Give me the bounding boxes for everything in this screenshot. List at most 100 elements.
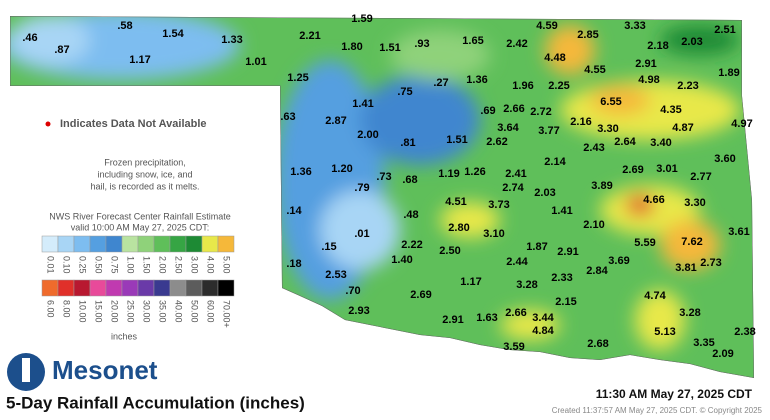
legend-swatch (105, 235, 123, 253)
station-value: .70 (345, 285, 360, 297)
station-value: 2.77 (690, 171, 711, 183)
station-value: 2.64 (614, 136, 636, 148)
station-value: 2.93 (348, 305, 369, 317)
legend-label: 30.00 (142, 300, 152, 323)
legend-label: 0.10 (62, 256, 72, 274)
station-value: 1.51 (379, 42, 400, 54)
station-value: 2.03 (681, 36, 702, 48)
station-value: 2.18 (647, 40, 668, 52)
station-value: 2.68 (587, 338, 608, 350)
station-value: 2.85 (577, 29, 598, 41)
legend-swatch (89, 279, 107, 297)
station-value: 1.01 (245, 56, 266, 68)
legend-swatch (185, 279, 203, 297)
legend-label: 35.00 (158, 300, 168, 323)
station-value: 2.53 (325, 269, 346, 281)
legend-label: 25.00 (126, 300, 136, 323)
legend-label: 0.01 (46, 256, 56, 274)
legend-label: 5.00 (222, 256, 232, 274)
station-value: 2.91 (635, 58, 656, 70)
brand-name: Mesonet (52, 355, 158, 385)
station-value: 1.36 (466, 74, 487, 86)
legend-swatch (137, 279, 155, 297)
legend-label: 70.00+ (222, 300, 232, 328)
station-value: 1.17 (460, 276, 481, 288)
station-value: 1.26 (464, 166, 485, 178)
legend-swatch (185, 235, 203, 253)
station-value: 1.17 (129, 54, 150, 66)
station-value: 3.10 (483, 228, 504, 240)
station-value: 1.25 (287, 72, 308, 84)
station-value: 4.48 (544, 52, 565, 64)
station-value: 4.74 (644, 290, 666, 302)
station-value: 1.65 (462, 35, 483, 47)
station-value: 1.63 (476, 312, 497, 324)
station-value: 3.64 (497, 122, 519, 134)
legend-label: 6.00 (46, 300, 56, 318)
brand: Mesonet (7, 353, 158, 391)
legend-label: 40.00 (174, 300, 184, 323)
station-value: 2.25 (548, 80, 569, 92)
legend-swatch (201, 235, 219, 253)
station-value: 2.41 (505, 168, 526, 180)
legend: Indicates Data Not Available Frozen prec… (41, 118, 235, 341)
station-value: 2.91 (557, 246, 578, 258)
station-value: 4.66 (643, 194, 664, 206)
station-value: 1.41 (551, 205, 572, 217)
station-value: 2.73 (700, 257, 721, 269)
legend-swatch (201, 279, 219, 297)
station-value: .63 (280, 111, 295, 123)
legend-label: 4.00 (206, 256, 216, 274)
legend-swatch (57, 235, 75, 253)
created-note: Created 11:37:57 AM May 27, 2025 CDT. © … (552, 406, 763, 415)
legend-swatch (153, 279, 171, 297)
legend-swatch (73, 235, 91, 253)
station-value: 3.44 (532, 312, 554, 324)
legend-swatch (153, 235, 171, 253)
station-value: .01 (354, 228, 369, 240)
station-value: .81 (400, 137, 415, 149)
legend-label: 15.00 (94, 300, 104, 323)
legend-swatch (217, 279, 235, 297)
legend-swatch (41, 279, 59, 297)
station-value: .14 (286, 205, 302, 217)
legend-label: 0.25 (78, 256, 88, 274)
station-value: 2.23 (677, 80, 698, 92)
station-value: 2.09 (712, 348, 733, 360)
legend-label: 1.50 (142, 256, 152, 274)
legend-swatch (121, 235, 139, 253)
station-value: .87 (54, 44, 69, 56)
station-value: 6.55 (600, 96, 621, 108)
legend-label: 2.00 (158, 256, 168, 274)
station-value: 2.69 (410, 289, 431, 301)
station-value: 2.21 (299, 30, 320, 42)
legend-label: 50.00 (190, 300, 200, 323)
station-value: 1.36 (290, 166, 311, 178)
station-value: .69 (480, 105, 495, 117)
station-value: 1.80 (341, 41, 362, 53)
station-value: 2.80 (448, 222, 469, 234)
station-value: 2.43 (583, 142, 604, 154)
station-value: .46 (22, 32, 37, 44)
station-value: 1.33 (221, 34, 242, 46)
station-value: 3.73 (488, 199, 509, 211)
station-value: 3.60 (714, 153, 735, 165)
station-value: 4.84 (532, 325, 554, 337)
station-value: .75 (397, 86, 412, 98)
station-value: 2.69 (622, 164, 643, 176)
station-value: 2.84 (586, 265, 608, 277)
station-value: 2.66 (505, 307, 526, 319)
legend-swatch (137, 235, 155, 253)
station-value: .48 (403, 209, 418, 221)
source-note: NWS River Forecast Center Rainfall Estim… (49, 211, 231, 221)
station-value: 3.59 (503, 341, 524, 353)
station-value: 2.16 (570, 116, 591, 128)
legend-swatch (169, 279, 187, 297)
station-value: 4.51 (445, 196, 466, 208)
legend-label: 0.75 (110, 256, 120, 274)
station-value: 1.96 (512, 80, 533, 92)
legend-label: 20.00 (110, 300, 120, 323)
station-value: 2.15 (555, 296, 576, 308)
station-value: 2.00 (357, 129, 378, 141)
